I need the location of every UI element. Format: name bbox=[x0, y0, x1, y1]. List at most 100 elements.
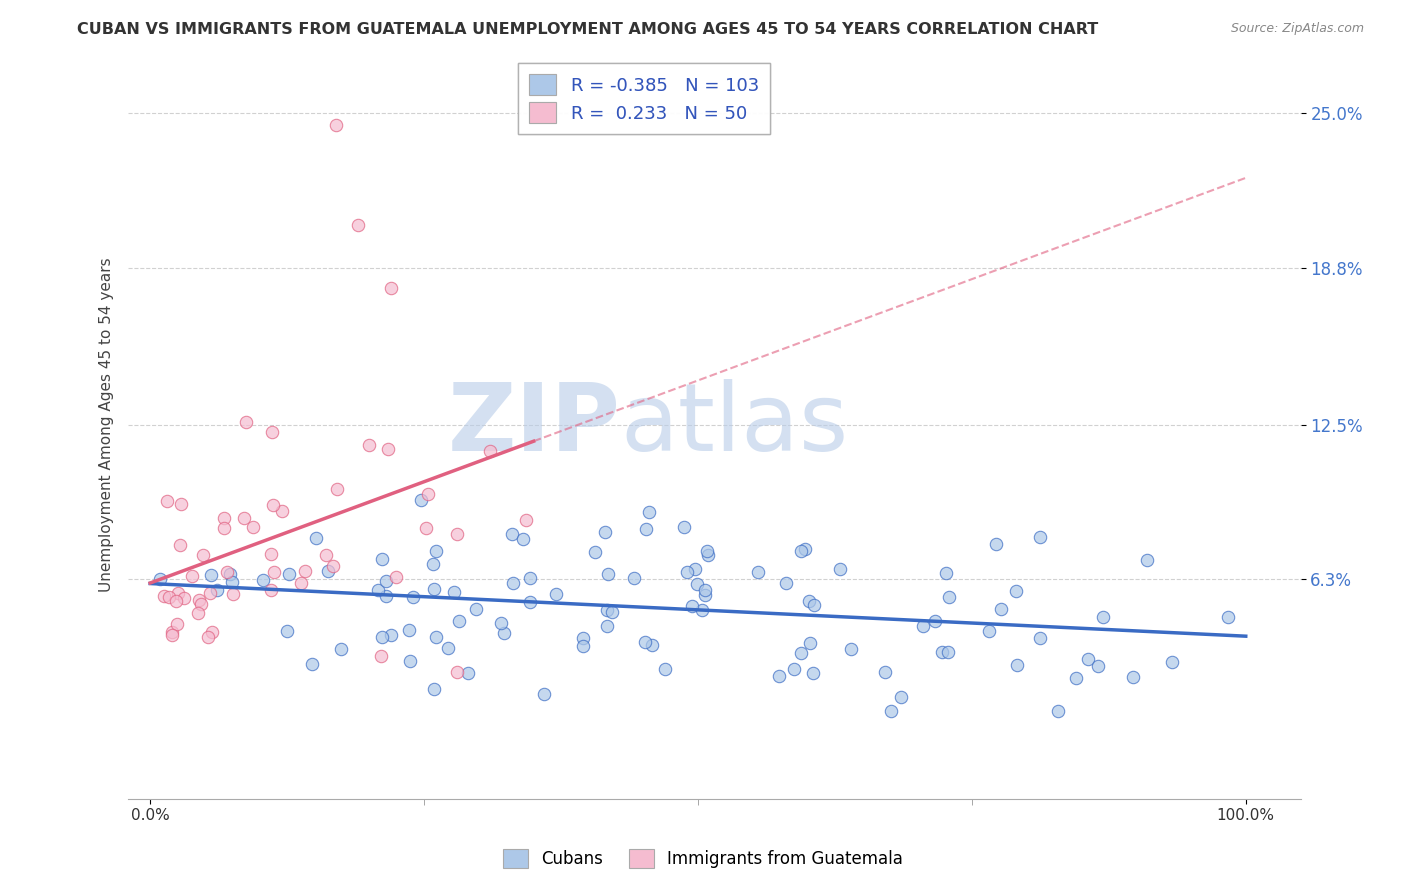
Point bbox=[747, 566, 769, 580]
Point bbox=[596, 566, 619, 581]
Point bbox=[262, 425, 284, 439]
Point bbox=[322, 558, 344, 573]
Point bbox=[187, 606, 209, 620]
Point bbox=[446, 527, 468, 541]
Point bbox=[880, 705, 903, 719]
Legend: Cubans, Immigrants from Guatemala: Cubans, Immigrants from Guatemala bbox=[496, 842, 910, 875]
Point bbox=[276, 624, 298, 639]
Point bbox=[685, 561, 707, 575]
Point bbox=[167, 586, 190, 600]
Point bbox=[326, 482, 349, 496]
Point bbox=[931, 645, 953, 659]
Point bbox=[790, 646, 813, 660]
Point bbox=[357, 438, 380, 452]
Point bbox=[370, 648, 392, 663]
Point bbox=[347, 219, 370, 233]
Point bbox=[153, 589, 176, 603]
Point bbox=[1077, 652, 1099, 666]
Point bbox=[263, 565, 285, 579]
Point bbox=[262, 499, 284, 513]
Point bbox=[593, 525, 616, 540]
Point bbox=[839, 642, 862, 657]
Point bbox=[672, 519, 695, 533]
Point bbox=[221, 575, 243, 590]
Point bbox=[685, 576, 707, 591]
Point bbox=[422, 557, 444, 571]
Point bbox=[170, 497, 193, 511]
Point bbox=[676, 565, 699, 579]
Point bbox=[423, 681, 446, 696]
Point bbox=[305, 531, 328, 545]
Point bbox=[1029, 530, 1052, 544]
Point bbox=[1029, 631, 1052, 645]
Point bbox=[890, 690, 912, 705]
Point bbox=[222, 587, 245, 601]
Point bbox=[201, 625, 224, 640]
Point bbox=[198, 585, 221, 599]
Y-axis label: Unemployment Among Ages 45 to 54 years: Unemployment Among Ages 45 to 54 years bbox=[100, 258, 114, 592]
Point bbox=[492, 626, 515, 640]
Point bbox=[437, 641, 460, 656]
Point bbox=[443, 584, 465, 599]
Point bbox=[782, 662, 804, 676]
Point bbox=[912, 619, 935, 633]
Point bbox=[149, 572, 172, 586]
Point bbox=[181, 569, 204, 583]
Point bbox=[205, 582, 228, 597]
Text: atlas: atlas bbox=[620, 379, 849, 471]
Point bbox=[165, 594, 187, 608]
Point bbox=[301, 657, 323, 672]
Point bbox=[325, 119, 347, 133]
Point bbox=[1005, 583, 1028, 598]
Point bbox=[654, 662, 676, 676]
Point bbox=[596, 603, 619, 617]
Point bbox=[641, 638, 664, 652]
Point bbox=[425, 544, 447, 558]
Text: ZIP: ZIP bbox=[447, 379, 620, 471]
Point bbox=[479, 444, 502, 458]
Point bbox=[595, 618, 617, 632]
Point bbox=[690, 603, 713, 617]
Point bbox=[294, 564, 316, 578]
Point bbox=[1047, 705, 1070, 719]
Point bbox=[367, 582, 389, 597]
Point bbox=[519, 571, 541, 585]
Point bbox=[415, 521, 437, 535]
Point bbox=[260, 547, 283, 561]
Point bbox=[533, 687, 555, 701]
Point bbox=[793, 542, 815, 557]
Point bbox=[681, 599, 703, 613]
Point bbox=[1136, 553, 1159, 567]
Point bbox=[790, 544, 813, 558]
Point bbox=[190, 597, 212, 611]
Point bbox=[572, 631, 595, 645]
Point bbox=[384, 570, 406, 584]
Point bbox=[634, 634, 657, 648]
Point bbox=[638, 505, 661, 519]
Point bbox=[600, 605, 623, 619]
Point bbox=[623, 571, 645, 585]
Point bbox=[252, 574, 274, 588]
Point bbox=[1087, 659, 1109, 673]
Point bbox=[935, 566, 957, 581]
Point bbox=[418, 486, 440, 500]
Point bbox=[515, 513, 537, 527]
Point bbox=[572, 639, 595, 653]
Point bbox=[166, 616, 188, 631]
Point bbox=[636, 523, 658, 537]
Point bbox=[173, 591, 195, 605]
Point bbox=[425, 630, 447, 644]
Point bbox=[423, 582, 446, 597]
Point bbox=[260, 583, 283, 598]
Point bbox=[218, 567, 240, 582]
Point bbox=[519, 595, 541, 609]
Text: Source: ZipAtlas.com: Source: ZipAtlas.com bbox=[1230, 22, 1364, 36]
Text: CUBAN VS IMMIGRANTS FROM GUATEMALA UNEMPLOYMENT AMONG AGES 45 TO 54 YEARS CORREL: CUBAN VS IMMIGRANTS FROM GUATEMALA UNEMP… bbox=[77, 22, 1098, 37]
Point bbox=[232, 510, 254, 524]
Point bbox=[1161, 655, 1184, 669]
Point bbox=[212, 521, 235, 535]
Point bbox=[1007, 657, 1029, 672]
Point bbox=[377, 442, 399, 456]
Point bbox=[1216, 610, 1239, 624]
Point bbox=[875, 665, 897, 680]
